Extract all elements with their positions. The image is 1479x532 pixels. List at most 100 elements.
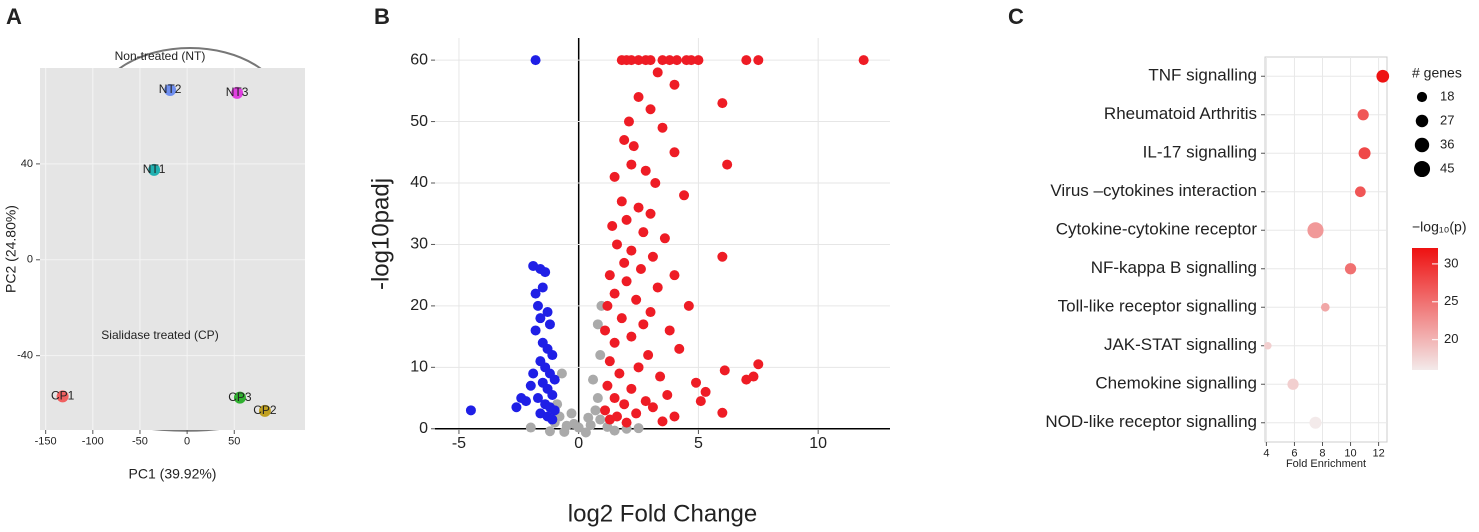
- point: [741, 55, 752, 66]
- point: [635, 264, 646, 275]
- point: [609, 393, 620, 404]
- category-label: NOD-like receptor signalling: [1045, 412, 1257, 431]
- x-tick-label: 12: [1372, 447, 1384, 459]
- bubble: [1264, 341, 1272, 350]
- point: [669, 79, 680, 90]
- plot-area: [40, 68, 305, 430]
- point: [633, 202, 644, 213]
- point: [628, 141, 639, 152]
- point: [626, 331, 637, 342]
- point: [655, 371, 666, 382]
- size-legend-key: [1416, 91, 1428, 103]
- x-axis-label: log2 Fold Change: [568, 500, 757, 527]
- point: [645, 55, 656, 66]
- point: [233, 391, 246, 404]
- point: [590, 405, 601, 416]
- point: [619, 134, 630, 145]
- category-label: NF-kappa B signalling: [1091, 258, 1257, 277]
- point: [669, 411, 680, 422]
- point: [592, 393, 603, 404]
- point: [607, 221, 618, 232]
- x-tick-label: -5: [452, 435, 466, 452]
- point: [516, 393, 527, 404]
- point: [683, 300, 694, 311]
- point: [525, 422, 536, 433]
- point: [679, 190, 690, 201]
- point: [633, 55, 644, 66]
- category-label: TNF signalling: [1148, 66, 1257, 85]
- point: [643, 350, 654, 361]
- point: [640, 396, 651, 407]
- point: [621, 214, 632, 225]
- category-label: JAK-STAT signalling: [1104, 335, 1257, 354]
- point: [612, 239, 622, 250]
- bubble: [1357, 109, 1369, 121]
- point: [525, 380, 536, 391]
- point: [602, 380, 613, 391]
- point: [580, 427, 591, 438]
- y-tick-label: -40: [17, 350, 33, 362]
- point: [148, 163, 161, 176]
- point: [633, 362, 644, 373]
- x-axis-label: Fold Enrichment: [1286, 458, 1366, 470]
- point: [559, 426, 570, 437]
- bubble: [1320, 302, 1330, 312]
- point: [717, 251, 728, 262]
- point: [669, 147, 680, 158]
- point: [753, 359, 764, 370]
- point: [56, 390, 69, 403]
- point: [695, 396, 706, 407]
- color-tick-label: 30: [1444, 255, 1458, 270]
- point-label: NT1: [143, 162, 166, 176]
- point: [623, 116, 634, 127]
- point: [616, 313, 627, 324]
- point: [640, 165, 651, 176]
- point: [669, 270, 680, 281]
- point: [609, 171, 620, 182]
- point: [604, 414, 615, 425]
- point: [645, 208, 656, 219]
- point: [530, 55, 541, 66]
- y-tick-label: 40: [410, 174, 428, 191]
- size-legend-label: 36: [1440, 136, 1454, 151]
- x-tick-label: 6: [1291, 447, 1297, 459]
- point: [566, 408, 577, 419]
- point: [604, 270, 615, 281]
- point: [540, 267, 551, 278]
- point: [693, 55, 704, 66]
- point: [691, 377, 702, 388]
- point: [647, 251, 658, 262]
- point: [626, 245, 637, 256]
- point: [535, 313, 546, 324]
- point: [600, 405, 611, 416]
- category-label: Chemokine signalling: [1095, 374, 1257, 393]
- x-axis-label: PC1 (39.92%): [129, 466, 217, 482]
- point: [609, 425, 620, 436]
- color-legend-title: −log₁₀(p): [1412, 219, 1467, 235]
- category-label: Virus –cytokines interaction: [1050, 181, 1257, 200]
- point: [588, 374, 599, 385]
- color-tick-label: 25: [1444, 293, 1458, 308]
- point: [657, 55, 668, 66]
- point: [547, 414, 558, 425]
- point: [602, 300, 613, 311]
- x-tick-label: 8: [1319, 447, 1325, 459]
- point: [664, 325, 675, 336]
- size-legend-title: # genes: [1412, 65, 1462, 81]
- point: [595, 414, 606, 425]
- point: [583, 412, 594, 423]
- point: [544, 426, 555, 437]
- size-legend-label: 45: [1440, 160, 1454, 175]
- point: [258, 404, 271, 417]
- x-tick-label: 10: [1344, 447, 1356, 459]
- point: [719, 365, 730, 376]
- panel-label: A: [6, 4, 22, 29]
- point: [614, 368, 625, 379]
- point: [650, 178, 661, 189]
- y-tick-label: 20: [410, 297, 428, 314]
- size-legend-key: [1415, 114, 1429, 128]
- point: [633, 423, 644, 434]
- size-legend-label: 18: [1440, 88, 1454, 103]
- y-tick-label: 30: [410, 236, 428, 253]
